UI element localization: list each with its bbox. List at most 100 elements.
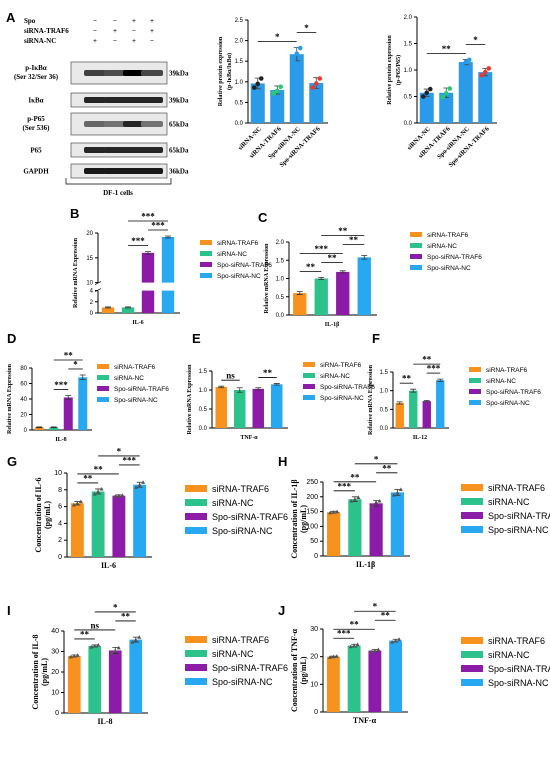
y-tick-label: 10: [51, 690, 59, 697]
y-tick-label: 0.5: [380, 407, 389, 413]
bar: [88, 645, 102, 713]
legend-label: siRNA-NC: [488, 650, 530, 660]
data-point: [466, 57, 472, 63]
data-point: [72, 654, 77, 658]
error-bar: [318, 277, 325, 280]
error-bar: [423, 399, 430, 403]
legend-label: siRNA-NC: [320, 373, 350, 380]
bar: [478, 72, 493, 123]
bar: [336, 271, 350, 315]
bar: [390, 492, 404, 556]
legend-swatch: [469, 367, 481, 372]
plot-G: 0 2 4 6 8 10 IL-6 Concentration of IL-6 (pg/mL) *…: [34, 446, 152, 570]
bar: [348, 499, 362, 556]
legend-H: siRNA-TRAF6 siRNA-NC Spo-siRNA-TRAF6 Spo-si…: [461, 483, 550, 535]
legend-label: siRNA-TRAF6: [427, 232, 469, 239]
data-point: [297, 45, 303, 51]
y-tick-label: 6: [58, 504, 62, 511]
bar-break: [140, 282, 156, 291]
significance-mark: **: [422, 355, 432, 365]
significance-mark: ***: [141, 211, 155, 221]
bar: [133, 484, 147, 557]
legend-label: siRNA-NC: [114, 375, 144, 382]
y-tick-label: 0.0: [199, 426, 208, 432]
bar: [252, 388, 264, 428]
bar: [49, 427, 59, 430]
y-axis-label-2: (p-IκBα/IκBα): [226, 53, 233, 90]
data-point: [334, 654, 339, 658]
legend-label: Spo-siRNA-TRAF6: [488, 511, 550, 521]
legend-swatch: [461, 512, 483, 519]
legend-label: Spo-siRNA-TRAF6: [212, 512, 288, 522]
legend-swatch: [185, 485, 207, 492]
data-point: [130, 640, 135, 644]
y-tick-label: 20: [86, 231, 93, 237]
y-tick-label: 0: [314, 709, 318, 716]
legend-label: siRNA-NC: [486, 378, 516, 385]
data-point: [271, 91, 277, 96]
error-bar: [437, 378, 444, 382]
legend-swatch: [97, 386, 109, 391]
significance-mark: *: [304, 23, 309, 33]
data-point: [141, 480, 146, 484]
legend-I: siRNA-TRAF6 siRNA-NC Spo-siRNA-TRAF6 Spo-si…: [185, 635, 288, 687]
bar: [121, 307, 135, 313]
legend-label: Spo-siRNA-TRAF6: [488, 664, 550, 674]
x-axis-label: IL-8: [55, 437, 66, 443]
significance-mark: *: [374, 454, 379, 464]
significance-mark: **: [382, 463, 392, 473]
significance-mark: **: [306, 262, 316, 272]
x-axis-label: IL-1β: [325, 322, 340, 328]
data-point: [68, 654, 73, 659]
data-point: [463, 59, 469, 65]
x-axis-label: IL-6: [101, 561, 116, 570]
error-bar: [410, 388, 417, 393]
data-point: [479, 73, 485, 78]
x-axis-label: IL-8: [97, 717, 112, 726]
data-point: [313, 81, 319, 86]
bar: [293, 293, 307, 315]
y-tick-label: 1.5: [404, 42, 413, 48]
y-tick-label: 30: [310, 626, 318, 633]
data-point: [370, 504, 375, 508]
significance-mark: **: [121, 611, 131, 621]
panel-letter-G: G: [7, 454, 17, 469]
data-point: [92, 643, 97, 648]
plot-I: 0 10 20 30 40 IL-8 Concentration of IL-8 (pg/mL…: [31, 602, 148, 726]
bar: [63, 397, 73, 430]
legend-swatch: [461, 665, 483, 672]
significance-mark: **: [442, 44, 452, 54]
x-axis-label: IL-1β: [356, 560, 375, 569]
legend-swatch: [185, 664, 207, 671]
data-point: [113, 494, 118, 498]
y-tick-label: 50: [310, 538, 318, 545]
data-point: [134, 485, 139, 489]
bar: [161, 236, 175, 313]
legend-swatch: [97, 364, 109, 369]
data-point: [96, 642, 101, 647]
error-bar: [65, 395, 72, 400]
bar: [250, 83, 265, 123]
y-tick-label: 20: [51, 669, 59, 676]
significance-mark: **: [338, 226, 348, 236]
legend-label: siRNA-NC: [488, 497, 530, 507]
panel-letter-C: C: [258, 210, 268, 225]
data-point: [372, 648, 377, 653]
y-tick-label: 0.0: [276, 313, 285, 319]
legend-swatch: [200, 273, 212, 278]
legend-label: Spo-siRNA-NC: [486, 400, 530, 407]
y-tick-label: 1.0: [404, 68, 413, 74]
bar: [70, 503, 84, 557]
legend-swatch: [410, 265, 422, 270]
legend-label: siRNA-TRAF6: [488, 483, 545, 493]
bar: [112, 495, 126, 557]
legend-label: Spo-siRNA-TRAF6: [320, 384, 375, 391]
bar: [34, 427, 44, 430]
y-axis-label: Relative mRNA Expression: [187, 364, 193, 435]
legend-F: siRNA-TRAF6 siRNA-NC Spo-siRNA-TRAF6 Spo-si…: [469, 367, 541, 407]
data-point: [255, 81, 261, 87]
